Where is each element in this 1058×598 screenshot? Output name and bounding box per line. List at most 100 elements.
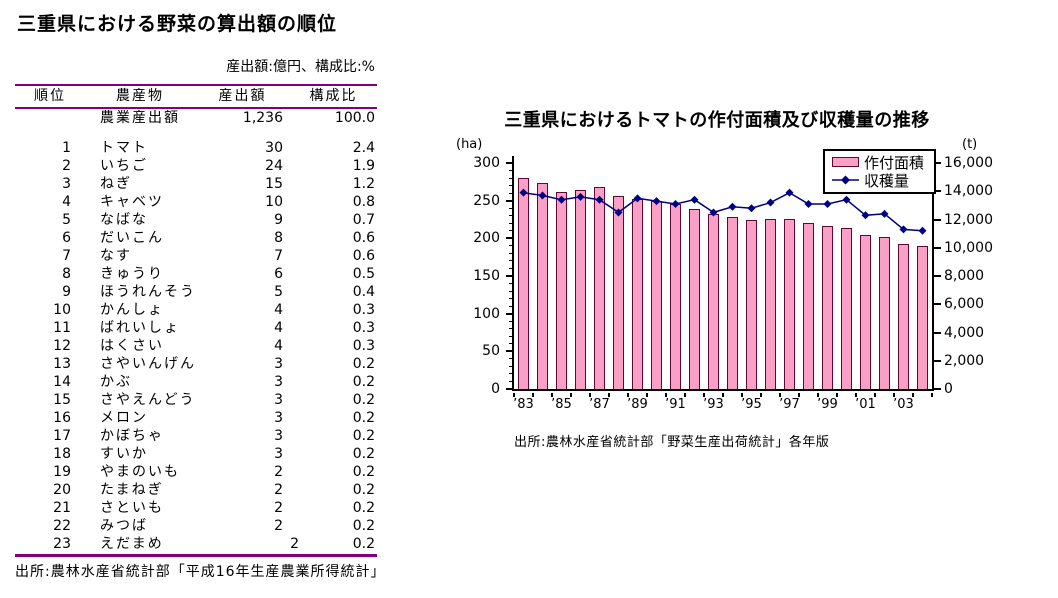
x-axis-tick (722, 393, 724, 397)
x-axis-label: ’85 (551, 397, 572, 412)
right-axis-tick (934, 359, 941, 362)
table-row: 8 きゅうり 6 0.5 (62, 266, 375, 282)
table-row: 16 メロン 3 0.2 (53, 410, 375, 426)
line-layer (519, 188, 927, 235)
left-axis-minor-tick (509, 230, 512, 232)
left-axis-minor-tick (509, 305, 512, 307)
left-axis-minor-tick (509, 260, 512, 262)
right-axis-label: 8,000 (944, 268, 985, 284)
right-axis-label: 4,000 (944, 324, 985, 341)
table-row: 4 キャベツ 10 0.8 (62, 194, 375, 210)
column-header-product: 農産物 (116, 88, 164, 104)
table-row: 12 はくさい 4 0.3 (53, 338, 375, 354)
plot-area: (ha) (t) 作付面積 収穫量 300 250 200 150 100 50 0 16,0… (456, 137, 993, 412)
right-axis-tick (934, 162, 941, 164)
left-axis-label: 50 (482, 343, 500, 360)
x-axis-tick (665, 393, 667, 397)
left-axis-tick (506, 388, 512, 390)
table-total-row: 農業産出額 1,236 100.0 (15, 109, 377, 127)
right-axis-tick (934, 218, 941, 221)
left-axis-minor-tick (509, 290, 512, 292)
legend-entry-harvest: 収穫量 (832, 171, 934, 190)
x-axis-tick (931, 393, 933, 397)
table-row: 11 ばれいしょ 4 0.3 (53, 320, 375, 336)
left-axis-minor-tick (509, 358, 512, 360)
table-row: 9 ほうれんそう 5 0.4 (62, 284, 375, 300)
legend-bar-label: 作付面積 (864, 153, 925, 172)
x-axis-label: ’87 (589, 397, 610, 412)
chart-legend: 作付面積 収穫量 (823, 149, 936, 194)
x-axis-label: ’93 (703, 397, 724, 412)
line-marker (614, 208, 623, 217)
table-rule-top (15, 84, 377, 86)
left-axis-minor-tick (509, 267, 512, 269)
x-axis-tick (817, 393, 819, 397)
total-ratio: 100.0 (334, 110, 375, 126)
right-axis-tick (934, 275, 941, 277)
total-value: 1,236 (242, 110, 283, 126)
bar (518, 178, 529, 389)
x-axis-label: ’89 (627, 397, 648, 412)
left-axis-tick (506, 275, 512, 277)
x-axis-tick (627, 393, 629, 397)
x-axis-label: ’91 (665, 397, 686, 412)
right-axis-tick (934, 246, 941, 249)
bar (556, 191, 567, 389)
line-marker (519, 188, 528, 197)
left-axis-minor-tick (509, 320, 512, 322)
bar (537, 182, 548, 389)
left-axis-label: 250 (473, 192, 500, 209)
line-marker (633, 194, 642, 203)
bar (613, 196, 624, 389)
right-axis-tick (934, 331, 941, 334)
table-row: 22 みつば 2 0.2 (53, 518, 375, 534)
total-name: 農業産出額 (100, 110, 180, 126)
line-marker (538, 191, 547, 200)
x-axis-tick (893, 393, 895, 397)
right-axis-label: 2,000 (944, 352, 985, 369)
x-axis-label: ’99 (817, 397, 838, 412)
x-axis-tick (570, 393, 572, 397)
line-marker (709, 208, 718, 217)
table-title: 三重県における野菜の算出額の順位 (17, 13, 338, 35)
line-marker (823, 199, 832, 208)
left-axis-minor-tick (509, 283, 512, 285)
left-axis-minor-tick (509, 373, 512, 375)
line-marker (690, 195, 699, 204)
left-axis-minor-tick (509, 192, 512, 194)
x-axis-tick (589, 393, 591, 397)
left-axis-label: 100 (473, 305, 500, 322)
table-row: 14 かぶ 3 0.2 (53, 374, 375, 390)
bar (765, 218, 776, 389)
left-axis-minor-tick (509, 215, 512, 217)
right-axis-label: 0 (944, 381, 953, 397)
x-axis-tick (532, 393, 534, 397)
line-marker (728, 202, 737, 211)
right-axis-tick (934, 190, 941, 193)
chart-source: 出所:農林水産省統計部「野菜生産出荷統計」各年版 (514, 435, 830, 450)
table-row: 13 さやいんげん 3 0.2 (53, 356, 375, 372)
line-marker (747, 204, 756, 213)
x-axis-label: ’01 (855, 397, 876, 412)
bar (689, 209, 700, 389)
table-row: 23 えだまめ 2 0.2 (53, 536, 375, 552)
bar (784, 218, 795, 389)
x-axis-tick (855, 393, 857, 397)
x-axis-label: ’97 (779, 397, 800, 412)
line-marker (595, 195, 604, 204)
x-axis-tick (646, 393, 648, 397)
left-axis-tick (506, 312, 512, 315)
table-rule-bottom (15, 554, 377, 557)
left-axis-label: 200 (473, 230, 500, 247)
x-axis-tick (874, 393, 876, 397)
x-axis-label: ’95 (741, 397, 762, 412)
left-axis-minor-tick (509, 245, 512, 247)
x-axis-label: ’83 (513, 397, 534, 412)
table-header-row: 順位 農産物 産出額 構成比 (15, 88, 377, 105)
left-axis-minor-tick (509, 328, 512, 330)
left-axis-tick (506, 350, 512, 353)
line-marker (880, 209, 889, 218)
x-axis-tick (836, 393, 838, 397)
table-row: 1 トマト 30 2.4 (62, 140, 375, 156)
line-marker (918, 226, 927, 235)
